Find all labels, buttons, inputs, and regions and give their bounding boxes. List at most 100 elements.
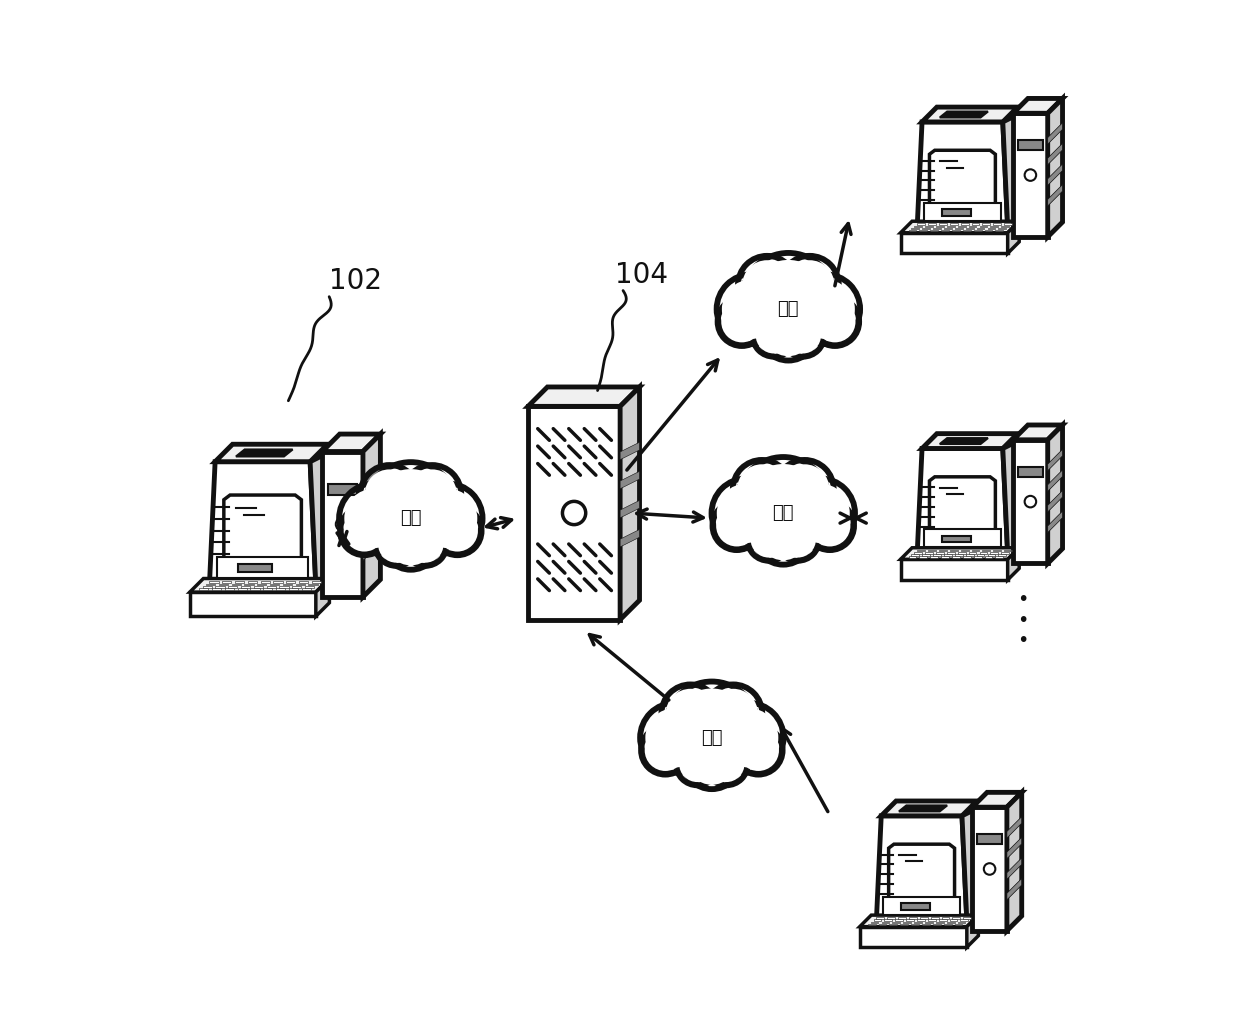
Polygon shape: [985, 230, 992, 231]
Polygon shape: [962, 806, 982, 923]
Polygon shape: [895, 919, 903, 921]
Polygon shape: [903, 921, 911, 923]
Circle shape: [776, 518, 820, 561]
Circle shape: [714, 703, 784, 773]
Polygon shape: [236, 581, 244, 583]
Polygon shape: [363, 511, 381, 537]
Circle shape: [790, 483, 849, 543]
Polygon shape: [931, 917, 939, 919]
Polygon shape: [250, 589, 259, 590]
Polygon shape: [301, 589, 311, 590]
Polygon shape: [1013, 98, 1063, 113]
Polygon shape: [1008, 548, 1019, 580]
Polygon shape: [952, 917, 960, 919]
Polygon shape: [889, 923, 898, 925]
Polygon shape: [919, 230, 928, 231]
Polygon shape: [947, 552, 955, 554]
Polygon shape: [210, 462, 316, 588]
Polygon shape: [884, 919, 893, 921]
Polygon shape: [963, 230, 971, 231]
Polygon shape: [914, 921, 921, 923]
Polygon shape: [238, 564, 273, 573]
Polygon shape: [879, 923, 887, 925]
Polygon shape: [322, 434, 381, 451]
Polygon shape: [925, 921, 932, 923]
Polygon shape: [310, 450, 334, 588]
Polygon shape: [941, 917, 950, 919]
Polygon shape: [190, 579, 330, 592]
Polygon shape: [916, 919, 925, 921]
Polygon shape: [267, 586, 275, 588]
Circle shape: [815, 302, 856, 343]
Circle shape: [340, 507, 388, 555]
Polygon shape: [329, 483, 357, 496]
Circle shape: [750, 521, 787, 557]
Polygon shape: [961, 224, 968, 225]
Polygon shape: [883, 897, 960, 915]
Polygon shape: [322, 451, 363, 597]
Polygon shape: [263, 589, 273, 590]
Polygon shape: [254, 586, 263, 588]
Polygon shape: [873, 919, 882, 921]
Polygon shape: [1001, 226, 1009, 227]
Polygon shape: [914, 226, 923, 227]
Text: •: •: [1017, 590, 1029, 609]
Polygon shape: [982, 550, 991, 551]
Polygon shape: [900, 233, 1008, 253]
Polygon shape: [868, 923, 875, 925]
Circle shape: [1024, 169, 1037, 181]
Polygon shape: [961, 550, 968, 551]
Polygon shape: [1048, 123, 1063, 145]
Polygon shape: [924, 203, 1001, 221]
Circle shape: [378, 526, 414, 562]
Polygon shape: [930, 477, 996, 543]
Polygon shape: [882, 801, 977, 816]
Polygon shape: [952, 230, 960, 231]
Polygon shape: [900, 548, 1019, 559]
Polygon shape: [972, 550, 980, 551]
Polygon shape: [911, 228, 919, 229]
Circle shape: [717, 274, 786, 344]
Polygon shape: [906, 919, 914, 921]
Polygon shape: [311, 581, 321, 583]
Polygon shape: [206, 584, 216, 585]
Circle shape: [645, 708, 704, 767]
Polygon shape: [909, 230, 916, 231]
Polygon shape: [914, 552, 923, 554]
Circle shape: [641, 726, 689, 775]
Circle shape: [708, 746, 744, 782]
Circle shape: [408, 470, 456, 519]
Circle shape: [361, 465, 419, 523]
Polygon shape: [982, 224, 991, 225]
Circle shape: [759, 511, 808, 560]
Circle shape: [755, 317, 792, 354]
Circle shape: [403, 465, 461, 523]
Polygon shape: [1007, 878, 1022, 900]
Circle shape: [666, 681, 759, 775]
Circle shape: [790, 274, 861, 344]
Polygon shape: [889, 844, 955, 911]
Polygon shape: [277, 589, 285, 590]
Polygon shape: [980, 226, 987, 227]
Circle shape: [713, 502, 761, 550]
Polygon shape: [363, 434, 381, 597]
Polygon shape: [228, 586, 237, 588]
Polygon shape: [1048, 425, 1063, 563]
Circle shape: [748, 518, 790, 561]
Circle shape: [640, 703, 711, 773]
Polygon shape: [911, 554, 919, 556]
Circle shape: [733, 460, 791, 518]
Polygon shape: [202, 586, 212, 588]
Circle shape: [672, 688, 751, 767]
Polygon shape: [985, 556, 992, 558]
Polygon shape: [528, 387, 640, 406]
Polygon shape: [1003, 112, 1023, 229]
Polygon shape: [260, 581, 270, 583]
Polygon shape: [893, 921, 900, 923]
Polygon shape: [1048, 490, 1063, 512]
Polygon shape: [934, 228, 941, 229]
Polygon shape: [190, 592, 316, 617]
Polygon shape: [363, 463, 381, 488]
Polygon shape: [316, 579, 330, 617]
Polygon shape: [936, 226, 944, 227]
